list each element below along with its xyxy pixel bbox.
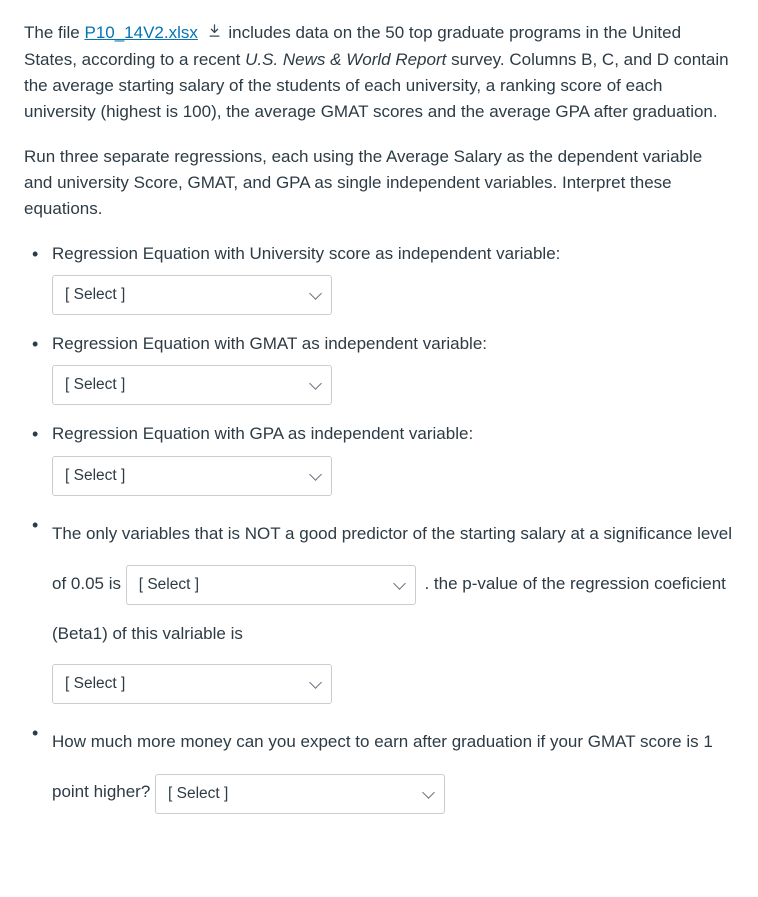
q4-select-a[interactable]: [ Select ]: [126, 565, 416, 605]
question-item-2: Regression Equation with GMAT as indepen…: [24, 331, 734, 405]
q3-select[interactable]: [ Select ]: [52, 456, 332, 496]
instructions-paragraph: Run three separate regressions, each usi…: [24, 144, 734, 223]
q3-text: Regression Equation with GPA as independ…: [52, 424, 473, 443]
question-item-5: How much more money can you expect to ea…: [24, 720, 734, 820]
intro-italic: U.S. News & World Report: [245, 50, 446, 69]
q2-text: Regression Equation with GMAT as indepen…: [52, 334, 487, 353]
question-list: Regression Equation with University scor…: [24, 241, 734, 821]
question-item-4: The only variables that is NOT a good pr…: [24, 512, 734, 705]
intro-paragraph: The file P10_14V2.xlsx includes data on …: [24, 20, 734, 126]
q4-select-b[interactable]: [ Select ]: [52, 664, 332, 704]
q5-select[interactable]: [ Select ]: [155, 774, 445, 814]
question-item-3: Regression Equation with GPA as independ…: [24, 421, 734, 495]
q2-select[interactable]: [ Select ]: [52, 365, 332, 405]
download-icon[interactable]: [207, 20, 222, 46]
question-item-1: Regression Equation with University scor…: [24, 241, 734, 315]
q1-select[interactable]: [ Select ]: [52, 275, 332, 315]
intro-prefix: The file: [24, 23, 84, 42]
file-link[interactable]: P10_14V2.xlsx: [84, 23, 197, 42]
q1-text: Regression Equation with University scor…: [52, 244, 560, 263]
